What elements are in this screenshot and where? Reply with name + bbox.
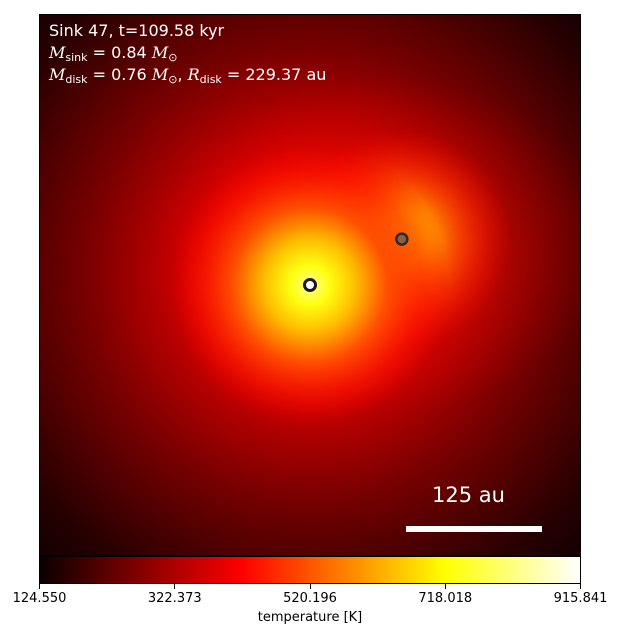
disk-line: Mdisk = 0.76 M⊙, Rdisk = 229.37 au [49,65,327,86]
sink-marker-secondary [395,232,409,246]
temperature-map [39,14,581,556]
disk-mass-value: 0.76 [111,65,147,84]
colorbar-tick [39,584,40,589]
colorbar-tick-label: 520.196 [283,591,337,606]
colorbar-tick-label: 718.018 [418,591,473,606]
colorbar-label: temperature [K] [257,610,363,625]
title-line: Sink 47, t=109.58 kyr [49,21,225,40]
colorbar-tick [174,584,176,589]
colorbar-tick-label: 322.373 [147,591,202,606]
scale-bar-label: 125 au [432,483,505,507]
colorbar-tick [580,584,581,589]
colorbar [39,556,581,584]
disk-radius-value: 229.37 [245,65,302,84]
colorbar-tick-label: 124.550 [12,591,67,606]
sink-mass-line: Msink = 0.84 M⊙ [49,43,178,64]
colorbar-tick [309,584,311,589]
sink-marker-primary [303,278,317,292]
sink-mass-value: 0.84 [111,43,147,62]
scale-bar [406,526,542,532]
temperature-heatmap [40,15,580,555]
colorbar-tick-label: 915.841 [553,591,608,606]
colorbar-tick [444,584,446,589]
